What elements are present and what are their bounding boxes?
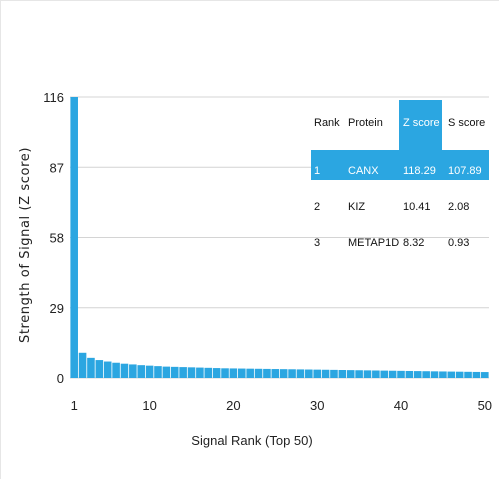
bar-rank-27 [288, 369, 296, 378]
bar-rank-36 [363, 370, 372, 378]
bar-rank-39 [388, 370, 397, 378]
bar-rank-35 [355, 370, 363, 378]
y-tick-116: 116 [43, 90, 64, 105]
bar-rank-37 [372, 370, 380, 378]
table-cell-r1-c2: CANX [348, 165, 379, 177]
bar-rank-38 [380, 370, 389, 378]
y-tick-29: 29 [50, 301, 64, 316]
bar-rank-21 [238, 368, 246, 378]
bar-rank-3 [87, 357, 95, 378]
zscore-header-bg [399, 100, 442, 150]
bar-rank-7 [120, 363, 129, 378]
bar-rank-17 [204, 367, 213, 378]
bar-rank-33 [338, 370, 347, 378]
bar-rank-31 [321, 369, 330, 378]
bars [70, 97, 489, 378]
x-axis-title: Signal Rank (Top 50) [191, 433, 312, 448]
x-tick-10: 10 [142, 398, 156, 413]
bar-rank-9 [137, 365, 146, 378]
bar-rank-29 [305, 369, 313, 378]
bar-rank-16 [196, 367, 204, 378]
bar-rank-15 [187, 367, 196, 378]
bar-rank-18 [212, 368, 221, 378]
bar-rank-47 [455, 371, 464, 378]
bar-rank-2 [78, 352, 87, 378]
bar-rank-28 [296, 369, 305, 378]
bar-rank-32 [330, 369, 338, 378]
bar-rank-11 [154, 366, 162, 378]
bar-rank-19 [221, 368, 229, 378]
y-tick-87: 87 [50, 160, 64, 175]
y-tick-58: 58 [50, 231, 64, 246]
table-header-s-score: S score [448, 117, 485, 129]
table-cell-r3-c1: 3 [314, 237, 320, 249]
y-tick-labels: 0 29 58 87 116 [43, 90, 64, 386]
bar-rank-50 [481, 372, 489, 378]
bar-rank-12 [162, 366, 171, 378]
x-tick-50: 50 [478, 398, 492, 413]
bar-rank-40 [397, 370, 405, 378]
table-header-protein: Protein [348, 117, 383, 129]
table-cell-r3-c2: METAP1D [348, 237, 399, 249]
table-cell-r3-c3: 8.32 [403, 237, 424, 249]
bar-rank-4 [95, 360, 104, 378]
bar-rank-30 [313, 369, 321, 378]
protein-score-table: Rank Protein Z score S score 1 CANX 118.29 107.… [311, 100, 489, 249]
table-cell-r1-c3: 118.29 [403, 165, 436, 177]
bar-rank-43 [422, 371, 430, 378]
x-tick-labels: 1 10 20 30 40 50 [71, 398, 492, 413]
bar-rank-41 [405, 370, 414, 378]
table-cell-r3-c4: 0.93 [448, 237, 469, 249]
bar-rank-1 [70, 97, 78, 378]
table-cell-r2-c3: 10.41 [403, 201, 431, 213]
x-tick-1: 1 [71, 398, 78, 413]
y-axis-title: Strength of Signal (Z score) [18, 147, 33, 343]
table-cell-r2-c2: KIZ [348, 201, 365, 213]
bar-rank-49 [472, 371, 481, 378]
table-header-rank: Rank [314, 117, 340, 129]
bar-rank-5 [103, 361, 112, 378]
y-tick-0: 0 [57, 371, 64, 386]
table-row-highlight [311, 150, 489, 180]
bar-rank-45 [439, 371, 447, 378]
bar-rank-34 [346, 370, 355, 378]
bar-rank-22 [246, 368, 254, 378]
bar-rank-6 [112, 362, 120, 378]
table-cell-r1-c4: 107.89 [448, 165, 482, 177]
bar-rank-24 [263, 368, 271, 378]
x-tick-30: 30 [310, 398, 324, 413]
bar-rank-13 [170, 366, 179, 378]
bar-rank-26 [279, 369, 288, 378]
bar-rank-14 [179, 367, 187, 378]
bar-rank-20 [229, 368, 238, 378]
table-cell-r2-c1: 2 [314, 201, 320, 213]
bar-rank-10 [145, 365, 154, 378]
x-tick-20: 20 [226, 398, 240, 413]
bar-rank-42 [413, 371, 422, 378]
bar-rank-8 [129, 364, 137, 378]
bar-rank-46 [447, 371, 456, 378]
bar-rank-44 [430, 371, 439, 378]
table-cell-r2-c4: 2.08 [448, 201, 469, 213]
bar-rank-25 [271, 369, 280, 378]
table-cell-r1-c1: 1 [314, 165, 320, 177]
table-header-z-score: Z score [403, 117, 440, 129]
bar-rank-48 [464, 371, 472, 378]
x-tick-40: 40 [394, 398, 408, 413]
bar-rank-23 [254, 368, 263, 378]
